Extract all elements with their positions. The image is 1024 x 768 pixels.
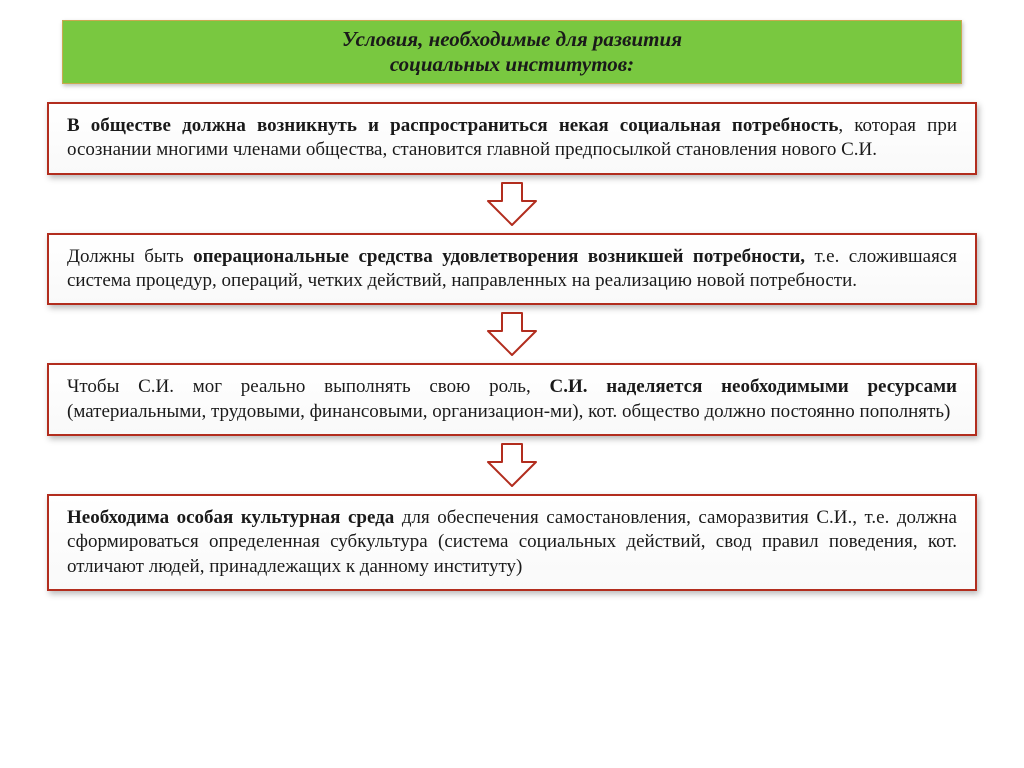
arrow-2 (36, 311, 988, 357)
box3-rest: (материальными, трудовыми, финансовыми, … (67, 401, 950, 422)
box3-bold: С.И. наделяется необходимыми ресурсами (549, 376, 957, 397)
box3-pre: Чтобы С.И. мог реально выполнять свою ро… (67, 376, 549, 397)
condition-box-4: Необходима особая культурная среда для о… (47, 494, 977, 591)
arrow-3 (36, 442, 988, 488)
condition-box-1: В обществе должна возникнуть и распростр… (47, 102, 977, 175)
down-arrow-icon (484, 442, 540, 488)
title-line-1: Условия, необходимые для развития (83, 27, 941, 52)
title-line-2: социальных институтов: (83, 52, 941, 77)
down-arrow-icon (484, 181, 540, 227)
title-box: Условия, необходимые для развития социал… (62, 20, 962, 84)
condition-box-3: Чтобы С.И. мог реально выполнять свою ро… (47, 363, 977, 436)
box2-pre: Должны быть (67, 246, 193, 267)
box1-bold: В обществе должна возникнуть и распростр… (67, 115, 838, 136)
box4-bold: Необходима особая культурная среда (67, 507, 394, 528)
down-arrow-icon (484, 311, 540, 357)
condition-box-2: Должны быть операциональные средства удо… (47, 233, 977, 306)
box2-bold: операциональные средства удовлетворения … (193, 246, 805, 267)
arrow-1 (36, 181, 988, 227)
